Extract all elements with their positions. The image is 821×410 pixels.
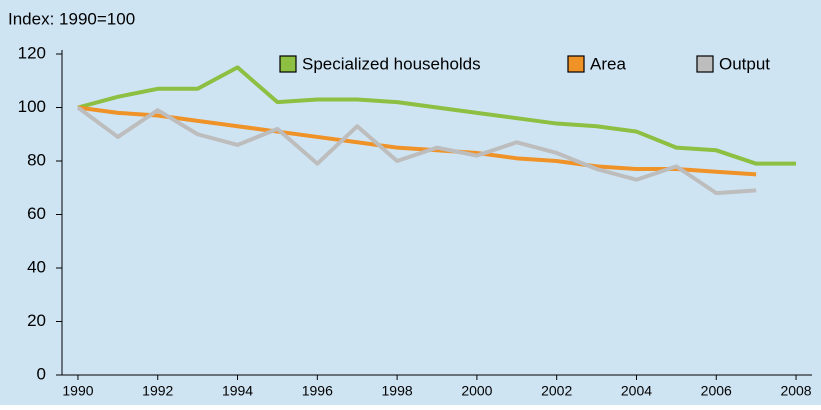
y-tick-label: 0 xyxy=(37,364,46,383)
legend-swatch xyxy=(279,55,297,73)
y-tick-label: 40 xyxy=(27,257,46,276)
x-tick-label: 2000 xyxy=(461,383,492,399)
y-tick-label: 100 xyxy=(18,97,46,116)
legend-label: Area xyxy=(590,54,626,73)
legend-label: Output xyxy=(719,54,770,73)
series-line xyxy=(76,105,757,196)
x-tick-label: 1996 xyxy=(302,383,333,399)
x-tick-label: 1990 xyxy=(62,383,93,399)
legend-swatch xyxy=(567,55,585,73)
x-tick-label: 1998 xyxy=(382,383,413,399)
y-tick-label: 20 xyxy=(27,311,46,330)
legend-label: Specialized households xyxy=(302,54,481,73)
y-axis-label: Index: 1990=100 xyxy=(8,9,135,28)
series-line xyxy=(77,65,797,166)
x-tick-label: 2002 xyxy=(541,383,572,399)
y-tick-label: 80 xyxy=(27,150,46,169)
y-tick-label: 60 xyxy=(27,204,46,223)
series-line xyxy=(77,105,757,177)
x-tick-label: 1994 xyxy=(222,383,253,399)
x-tick-label: 2008 xyxy=(780,383,811,399)
x-tick-label: 1992 xyxy=(142,383,173,399)
x-tick-label: 2004 xyxy=(621,383,652,399)
legend-swatch xyxy=(696,55,714,73)
x-tick-label: 2006 xyxy=(701,383,732,399)
y-tick-label: 120 xyxy=(18,43,46,62)
